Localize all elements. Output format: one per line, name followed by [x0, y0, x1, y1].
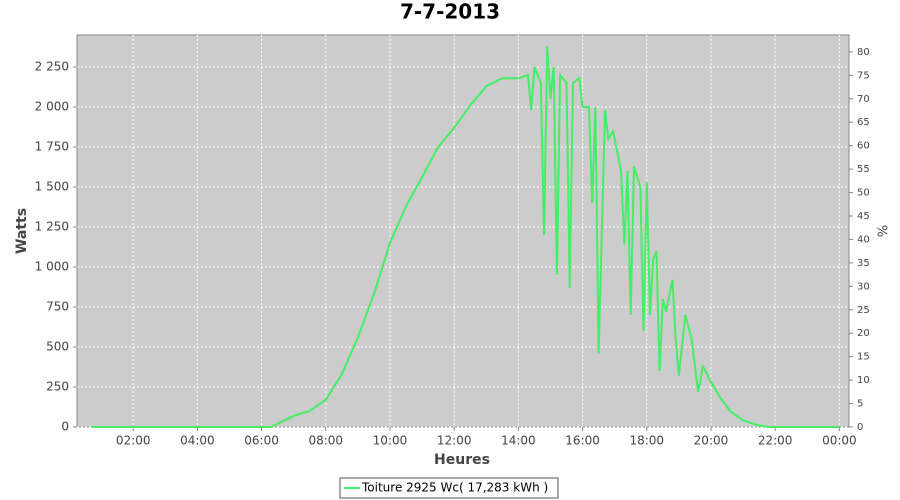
- legend-label: Toiture 2925 Wc( 17,283 kWh ): [361, 481, 548, 495]
- y2-tick-label: 35: [857, 258, 870, 269]
- y2-tick-label: 20: [857, 328, 870, 339]
- y-tick-label: 2 000: [35, 100, 69, 114]
- x-tick-label: 02:00: [116, 434, 151, 448]
- y2-tick-label: 55: [857, 164, 870, 175]
- y2-tick-label: 5: [857, 399, 863, 410]
- x-tick-label: 18:00: [629, 434, 664, 448]
- y2-tick-label: 15: [857, 352, 870, 363]
- y2-tick-label: 75: [857, 70, 870, 81]
- y2-tick-label: 50: [857, 188, 870, 199]
- chart-title: 7-7-2013: [400, 0, 500, 24]
- y2-axis-label: %: [877, 225, 892, 237]
- y-tick-label: 1 500: [35, 180, 69, 194]
- x-tick-label: 14:00: [501, 434, 536, 448]
- x-tick-label: 04:00: [180, 434, 215, 448]
- y2-tick-label: 0: [857, 422, 863, 433]
- x-tick-label: 12:00: [437, 434, 472, 448]
- y2-tick-label: 30: [857, 281, 870, 292]
- x-tick-label: 00:00: [822, 434, 857, 448]
- y2-tick-label: 45: [857, 211, 870, 222]
- x-axis-label: Heures: [434, 452, 490, 468]
- y-tick-label: 1 250: [35, 220, 69, 234]
- series-line: [91, 46, 840, 428]
- x-tick-label: 06:00: [244, 434, 279, 448]
- y-tick-label: 1 750: [35, 140, 69, 154]
- y-tick-label: 0: [61, 420, 69, 434]
- y2-tick-label: 25: [857, 305, 870, 316]
- x-tick-label: 10:00: [373, 434, 408, 448]
- x-tick-label: 16:00: [565, 434, 600, 448]
- y2-tick-label: 10: [857, 375, 870, 386]
- x-tick-label: 20:00: [694, 434, 729, 448]
- y2-tick-label: 70: [857, 94, 870, 105]
- y2-tick-label: 80: [857, 47, 870, 58]
- y2-tick-label: 65: [857, 117, 870, 128]
- x-tick-label: 08:00: [308, 434, 343, 448]
- legend: [339, 477, 559, 499]
- y-tick-label: 1 000: [35, 260, 69, 274]
- y-tick-label: 750: [46, 300, 69, 314]
- y-tick-label: 2 250: [35, 60, 69, 74]
- y-tick-label: 500: [46, 340, 69, 354]
- x-tick-label: 22:00: [758, 434, 793, 448]
- y-tick-label: 250: [46, 380, 69, 394]
- plot-area: [76, 34, 850, 428]
- y2-tick-label: 60: [857, 141, 870, 152]
- y-axis-label: Watts: [14, 208, 30, 254]
- y2-tick-label: 40: [857, 234, 870, 245]
